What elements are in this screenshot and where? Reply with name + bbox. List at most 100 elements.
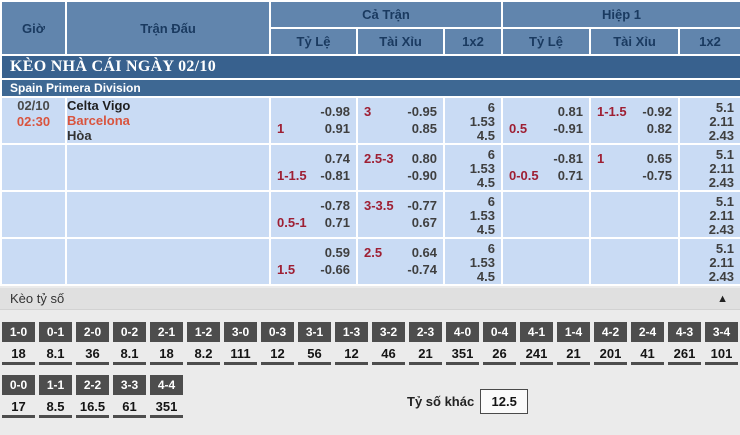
score-odds[interactable]: 351 <box>446 342 479 365</box>
odds-value[interactable]: 0.71 <box>324 215 350 230</box>
overunder-full-cell[interactable]: 2.5-3 0.80 -0.90 <box>356 143 445 192</box>
score-odds[interactable]: 241 <box>520 342 553 365</box>
odds-value[interactable]: 5.1 <box>715 194 734 209</box>
score-odds[interactable]: 12 <box>335 342 368 365</box>
overunder-half-cell[interactable]: 1-1.5 -0.92 0.82 <box>589 96 680 145</box>
score-odds[interactable]: 351 <box>150 395 183 418</box>
odds-value[interactable]: -0.90 <box>407 168 437 183</box>
odds-value[interactable]: 0.80 <box>411 151 437 166</box>
score-odds[interactable]: 16.5 <box>76 395 109 418</box>
score-odds[interactable]: 18 <box>2 342 35 365</box>
odds-value[interactable]: -0.77 <box>407 198 437 213</box>
odds-value[interactable]: 4.5 <box>476 175 495 190</box>
score-odds[interactable]: 101 <box>705 342 738 365</box>
odds-value[interactable]: 2.43 <box>708 269 734 284</box>
score-odds[interactable]: 8.2 <box>187 342 220 365</box>
overunder-half-cell[interactable] <box>589 237 680 286</box>
oneXtwo-half-cell[interactable]: 5.1 2.11 2.43 <box>678 190 740 239</box>
score-cell-2-3[interactable]: 2-3 21 <box>409 322 442 365</box>
score-cell-4-3[interactable]: 4-3 261 <box>668 322 701 365</box>
score-cell-2-4[interactable]: 2-4 41 <box>631 322 664 365</box>
score-cell-0-1[interactable]: 0-1 8.1 <box>39 322 72 365</box>
odds-value[interactable]: 0.65 <box>646 151 672 166</box>
score-cell-0-2[interactable]: 0-2 8.1 <box>113 322 146 365</box>
oneXtwo-half-cell[interactable]: 5.1 2.11 2.43 <box>678 96 740 145</box>
odds-value[interactable]: -0.95 <box>407 104 437 119</box>
odds-value[interactable]: 2.11 <box>709 255 734 270</box>
score-cell-4-1[interactable]: 4-1 241 <box>520 322 553 365</box>
score-odds[interactable]: 8.5 <box>39 395 72 418</box>
odds-value[interactable]: 5.1 <box>715 100 734 115</box>
score-cell-1-0[interactable]: 1-0 18 <box>2 322 35 365</box>
overunder-full-cell[interactable]: 3 -0.95 0.85 <box>356 96 445 145</box>
score-cell-0-3[interactable]: 0-3 12 <box>261 322 294 365</box>
score-cell-4-4[interactable]: 4-4 351 <box>150 375 183 418</box>
score-cell-3-4[interactable]: 3-4 101 <box>705 322 738 365</box>
odds-value[interactable]: -0.92 <box>642 104 672 119</box>
handicap-full-cell[interactable]: -0.78 0.5-1 0.71 <box>269 190 358 239</box>
odds-value[interactable]: 4.5 <box>476 269 495 284</box>
score-section-header[interactable]: Kèo tỷ số ▲ <box>0 288 740 310</box>
score-cell-4-2[interactable]: 4-2 201 <box>594 322 627 365</box>
odds-value[interactable]: 2.11 <box>709 161 734 176</box>
odds-value[interactable]: 2.11 <box>709 208 734 223</box>
home-team[interactable]: Celta Vigo <box>67 98 131 113</box>
handicap-half-cell[interactable] <box>501 237 591 286</box>
odds-value[interactable]: 1.53 <box>469 255 495 270</box>
score-cell-0-4[interactable]: 0-4 26 <box>483 322 516 365</box>
oneXtwo-full-cell[interactable]: 6 1.53 4.5 <box>443 237 503 286</box>
overunder-half-cell[interactable] <box>589 190 680 239</box>
score-odds[interactable]: 261 <box>668 342 701 365</box>
odds-value[interactable]: 0.82 <box>646 121 672 136</box>
score-odds[interactable]: 56 <box>298 342 331 365</box>
odds-value[interactable]: 4.5 <box>476 222 495 237</box>
score-odds[interactable]: 18 <box>150 342 183 365</box>
odds-value[interactable]: 6 <box>487 241 495 256</box>
odds-value[interactable]: -0.78 <box>320 198 350 213</box>
score-odds[interactable]: 46 <box>372 342 405 365</box>
odds-value[interactable]: -0.91 <box>553 121 583 136</box>
score-cell-4-0[interactable]: 4-0 351 <box>446 322 479 365</box>
score-cell-3-0[interactable]: 3-0 111 <box>224 322 257 365</box>
odds-value[interactable]: 1.53 <box>469 114 495 129</box>
oneXtwo-full-cell[interactable]: 6 1.53 4.5 <box>443 190 503 239</box>
odds-value[interactable]: 0.85 <box>411 121 437 136</box>
collapse-arrow-icon[interactable]: ▲ <box>717 292 728 305</box>
odds-value[interactable]: -0.98 <box>320 104 350 119</box>
odds-value[interactable]: -0.66 <box>320 262 350 277</box>
handicap-full-cell[interactable]: -0.98 1 0.91 <box>269 96 358 145</box>
oneXtwo-full-cell[interactable]: 6 1.53 4.5 <box>443 96 503 145</box>
score-odds[interactable]: 8.1 <box>113 342 146 365</box>
odds-value[interactable]: 0.71 <box>557 168 583 183</box>
score-odds[interactable]: 21 <box>409 342 442 365</box>
score-odds[interactable]: 201 <box>594 342 627 365</box>
overunder-full-cell[interactable]: 2.5 0.64 -0.74 <box>356 237 445 286</box>
score-cell-2-1[interactable]: 2-1 18 <box>150 322 183 365</box>
other-score-value[interactable]: 12.5 <box>480 389 529 414</box>
odds-value[interactable]: -0.81 <box>553 151 583 166</box>
score-odds[interactable]: 8.1 <box>39 342 72 365</box>
score-cell-3-2[interactable]: 3-2 46 <box>372 322 405 365</box>
oneXtwo-half-cell[interactable]: 5.1 2.11 2.43 <box>678 237 740 286</box>
score-cell-3-1[interactable]: 3-1 56 <box>298 322 331 365</box>
handicap-full-cell[interactable]: 0.59 1.5 -0.66 <box>269 237 358 286</box>
odds-value[interactable]: 0.81 <box>557 104 583 119</box>
away-team[interactable]: Barcelona <box>67 113 130 128</box>
score-cell-3-3[interactable]: 3-3 61 <box>113 375 146 418</box>
odds-value[interactable]: 6 <box>487 194 495 209</box>
odds-value[interactable]: 6 <box>487 147 495 162</box>
score-odds[interactable]: 12 <box>261 342 294 365</box>
score-odds[interactable]: 17 <box>2 395 35 418</box>
odds-value[interactable]: 5.1 <box>715 147 734 162</box>
overunder-full-cell[interactable]: 3-3.5 -0.77 0.67 <box>356 190 445 239</box>
oneXtwo-half-cell[interactable]: 5.1 2.11 2.43 <box>678 143 740 192</box>
oneXtwo-full-cell[interactable]: 6 1.53 4.5 <box>443 143 503 192</box>
score-cell-2-2[interactable]: 2-2 16.5 <box>76 375 109 418</box>
handicap-half-cell[interactable]: -0.81 0-0.5 0.71 <box>501 143 591 192</box>
score-cell-1-1[interactable]: 1-1 8.5 <box>39 375 72 418</box>
score-odds[interactable]: 61 <box>113 395 146 418</box>
odds-value[interactable]: 0.59 <box>324 245 350 260</box>
odds-value[interactable]: 2.43 <box>708 222 734 237</box>
score-odds[interactable]: 111 <box>224 342 257 365</box>
odds-value[interactable]: 0.91 <box>324 121 350 136</box>
